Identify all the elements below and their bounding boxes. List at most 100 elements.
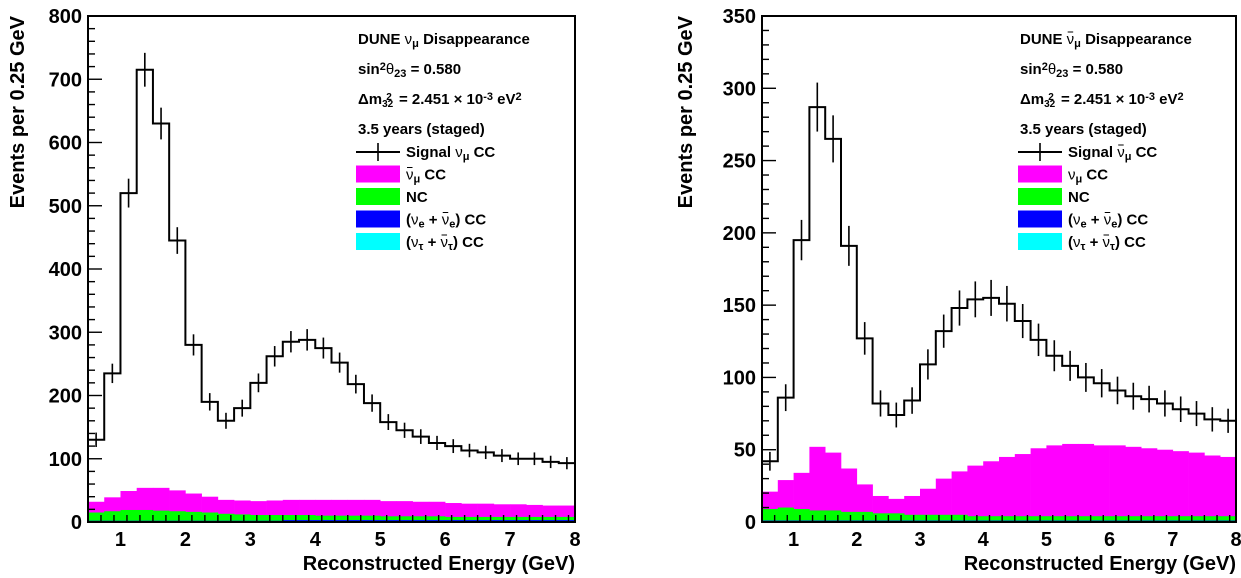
nc-bar [380,516,397,522]
wrongsign-bar [841,468,858,522]
nc-bar [904,514,921,522]
wrongsign-bar [1062,443,1079,522]
nc-bar [1172,516,1189,522]
y-tick-label: 50 [734,440,756,462]
nc-bar [1125,516,1142,522]
y-tick-label: 400 [49,259,82,281]
y-tick-label: 200 [723,223,756,245]
label-text: NC [406,189,428,206]
nc-bar [201,512,219,522]
nc-bar [1141,516,1158,522]
label-text: 3.5 years (staged) [1020,121,1147,138]
nc-bar [1220,516,1237,522]
nc-bar [234,514,251,522]
nc-bar [1188,516,1205,522]
x-tick-label: 7 [1167,529,1178,551]
x-axis-title: Reconstructed Energy (GeV) [964,553,1236,575]
x-tick-label: 5 [375,529,386,551]
nc-bar [136,509,154,522]
label-text: sin2θ23 = 0.580 [1020,61,1123,81]
nc-bar [999,516,1016,522]
nc-bar [762,508,779,522]
legend-swatch-nutau [356,233,400,250]
legend-swatch-nue [1018,210,1062,228]
x-axis-title: Reconstructed Energy (GeV) [303,553,575,575]
nc-bar [793,508,810,522]
nc-bar [1157,516,1174,522]
legend-swatch-nutau [1018,233,1062,250]
nc-bar [477,516,495,522]
nc-bar [1204,516,1221,522]
y-tick-label: 0 [745,512,756,534]
label-text: (νe + νe) CC [406,212,486,231]
nc-bar [558,516,576,522]
x-tick-label: 5 [1041,529,1052,551]
y-tick-label: 500 [49,196,82,218]
nc-bar [935,514,952,522]
nc-bar [266,515,284,522]
wrongsign-bar [1141,448,1158,522]
signal-step-line [762,106,1236,463]
y-tick-label: 150 [723,295,756,317]
nc-bar [104,511,121,522]
legend-swatch-wrongsign [356,165,400,183]
y-tick-label: 300 [49,322,82,344]
wrongsign-bar [1125,446,1142,522]
nc-bar [856,511,873,522]
y-tick-label: 600 [49,133,82,155]
nc-bar [461,516,478,522]
nc-bar [1030,516,1047,522]
nc-bar [88,512,105,522]
nc-bar [412,516,430,522]
x-tick-label: 3 [245,529,256,551]
x-tick-label: 4 [310,529,322,551]
wrongsign-bar [999,456,1016,522]
label-text: sin2θ23 = 0.580 [358,61,461,81]
wrongsign-bar [1078,443,1095,522]
nc-bar [951,514,968,522]
nc-bar [983,516,1000,522]
wrongsign-bar [1220,456,1237,522]
y-tick-label: 800 [49,6,82,28]
wrongsign-bar [825,452,842,522]
nc-bar [282,515,300,522]
wrongsign-bar [1046,445,1063,522]
nc-bar [1093,516,1110,522]
legend-swatch-wrongsign [1018,165,1062,183]
x-tick-label: 3 [914,529,925,551]
wrongsign-bar [1030,448,1047,522]
signal-step-line [88,68,575,465]
nc-bar [1046,516,1063,522]
label-text: νμ CC [406,167,446,186]
legend-swatch-nc [1018,188,1062,205]
x-tick-label: 4 [978,529,990,551]
x-tick-label: 8 [569,529,580,551]
wrongsign-bar [1109,445,1126,522]
y-tick-label: 300 [723,78,756,100]
wrongsign-bar [935,478,952,522]
x-tick-label: 2 [851,529,862,551]
nc-bar [1109,516,1126,522]
nc-bar [169,511,186,522]
nc-bar [315,515,332,522]
label-text: (ντ + ντ) CC [406,234,484,253]
nc-bar [347,515,365,522]
y-axis-title: Events per 0.25 GeV [675,15,697,208]
label-text: Δm322 = 2.451 × 10-3 eV2 [358,91,522,110]
y-tick-label: 350 [723,6,756,28]
wrongsign-bar [1188,452,1205,522]
nc-bar [331,515,349,522]
nc-bar [542,516,560,522]
y-tick-label: 100 [723,367,756,389]
label-text: DUNE νμ Disappearance [1020,31,1192,50]
nc-bar [777,507,794,522]
label-text: Δm322 = 2.451 × 10-3 eV2 [1020,91,1184,110]
label-text: (νe + νe) CC [1068,212,1148,231]
y-tick-label: 100 [49,449,82,471]
y-tick-label: 0 [71,512,82,534]
nc-bar [428,516,446,522]
label-text: Signal νμ CC [406,144,495,163]
wrongsign-bar [1172,451,1189,522]
nc-bar [1014,516,1031,522]
